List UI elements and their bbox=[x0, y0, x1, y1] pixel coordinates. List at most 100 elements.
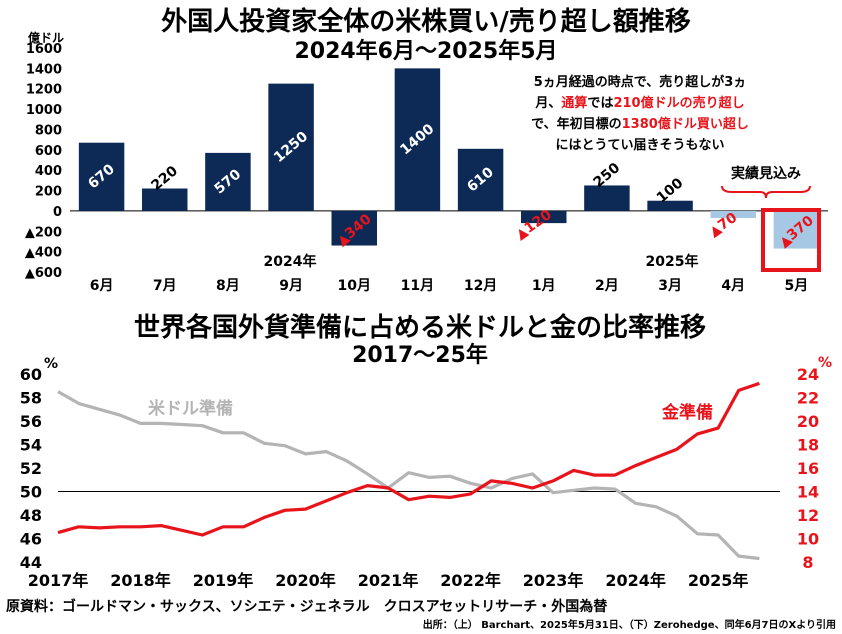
left-ytick: 54 bbox=[20, 436, 42, 455]
top-ytick-label: 0 bbox=[53, 205, 62, 220]
legend-usd: 米ドル準備 bbox=[148, 398, 233, 419]
usd-reserve-line bbox=[57, 390, 760, 561]
top-chart-title: 外国人投資家全体の米株買い/売り超し額推移 bbox=[161, 6, 691, 37]
top-ytick-label: 800 bbox=[35, 123, 62, 138]
annotation-line-4: にはとうてい届きそうもない bbox=[555, 138, 724, 153]
top-ytick-label: ▲400 bbox=[25, 246, 62, 261]
top-ytick-label: 200 bbox=[35, 185, 62, 200]
left-ytick: 60 bbox=[20, 365, 42, 384]
top-ytick-label: 1600 bbox=[26, 42, 62, 57]
right-ytick: 16 bbox=[797, 459, 819, 478]
right-ytick: 18 bbox=[797, 436, 819, 455]
category-label-4: 9月 bbox=[279, 278, 303, 294]
bar-8 bbox=[521, 210, 567, 224]
top-ytick-label: ▲200 bbox=[25, 225, 62, 240]
right-ytick: 22 bbox=[797, 389, 819, 408]
right-axis-unit: % bbox=[818, 355, 832, 371]
category-label-3: 8月 bbox=[216, 278, 240, 294]
bar-12 bbox=[773, 210, 820, 249]
category-label-1: 6月 bbox=[90, 278, 114, 294]
x-label: 2024年 bbox=[605, 571, 666, 590]
top-ytick-label: 1400 bbox=[26, 62, 62, 77]
annotation-line-2: 月、通算では210億ドルの売り超し bbox=[534, 95, 744, 111]
left-ytick: 50 bbox=[20, 483, 42, 502]
annotation-line-1: 5ヵ月経過の時点で、売り超しが3ヵ bbox=[534, 74, 747, 90]
x-label: 2023年 bbox=[523, 571, 584, 590]
top-bar-chart: 外国人投資家全体の米株買い/売り超し額推移 2024年6月～2025年5月 億ド… bbox=[25, 6, 828, 294]
top-ytick-label: 600 bbox=[35, 144, 62, 159]
category-label-7: 12月 bbox=[464, 278, 497, 294]
annotation-line-2a: 月、 bbox=[534, 96, 561, 111]
left-y-ticks: 60 58 56 54 52 50 48 46 44 bbox=[20, 365, 42, 572]
left-ytick: 58 bbox=[20, 389, 42, 408]
top-y-ticks: 1600 1400 1200 1000 800 600 400 200 0 ▲200 ▲400 ▲60… bbox=[25, 42, 828, 281]
category-label-5: 10月 bbox=[338, 278, 371, 294]
bar-5 bbox=[331, 210, 377, 246]
x-label: 2021年 bbox=[358, 571, 419, 590]
x-label: 2017年 bbox=[28, 571, 89, 590]
category-label-8: 1月 bbox=[532, 278, 556, 294]
top-chart-unit: 億ドル bbox=[28, 30, 64, 45]
annotation-line-3a: で、年初目標の bbox=[531, 116, 621, 132]
left-ytick: 52 bbox=[20, 459, 42, 478]
estimate-brace bbox=[721, 185, 811, 199]
series-lines bbox=[57, 381, 760, 561]
right-y-ticks: 24 22 20 18 16 14 12 10 8 bbox=[797, 365, 819, 572]
right-ytick: 20 bbox=[797, 412, 819, 431]
left-ytick: 46 bbox=[20, 530, 42, 549]
right-ytick: 8 bbox=[802, 553, 813, 572]
year-label-2024: 2024年 bbox=[264, 253, 317, 270]
category-label-6: 11月 bbox=[401, 278, 434, 294]
bar-10 bbox=[647, 200, 693, 211]
x-label: 2025年 bbox=[688, 571, 749, 590]
top-category-labels: 6月 7月 8月 9月 10月 11月 12月 1月 2月 3月 4月 5月 bbox=[90, 278, 809, 294]
top-chart-subtitle: 2024年6月～2025年5月 bbox=[294, 38, 557, 64]
top-ytick-label: 1200 bbox=[26, 83, 62, 98]
category-label-12: 5月 bbox=[785, 278, 809, 294]
source-note: 原資料：ゴールドマン・サックス、ソシエテ・ジェネラル クロスアセットリサーチ・外… bbox=[6, 598, 608, 615]
x-label: 2022年 bbox=[440, 571, 501, 590]
x-label: 2019年 bbox=[193, 571, 254, 590]
right-ytick: 12 bbox=[797, 506, 819, 525]
annotation-line-2c: では bbox=[587, 96, 613, 111]
bar-2 bbox=[142, 188, 188, 211]
bottom-chart-subtitle: 2017～25年 bbox=[352, 342, 488, 368]
bar-11 bbox=[710, 210, 756, 219]
right-ytick: 24 bbox=[797, 365, 819, 384]
legend-gold: 金準備 bbox=[661, 402, 713, 423]
annotation-text: 5ヵ月経過の時点で、売り超しが3ヵ 月、通算では210億ドルの売り超し で、年初… bbox=[531, 74, 749, 153]
bottom-chart-title: 世界各国外貨準備に占める米ドルと金の比率推移 bbox=[134, 312, 706, 343]
annotation-line-3b: 1380億ドル買い超し bbox=[622, 116, 749, 132]
left-ytick: 44 bbox=[20, 553, 42, 572]
bar-1 bbox=[78, 142, 125, 211]
estimate-label: 実績見込み bbox=[731, 165, 801, 182]
bar-6 bbox=[394, 68, 441, 211]
annotation-line-2b: 通算 bbox=[561, 95, 587, 111]
bar-3 bbox=[205, 152, 251, 211]
x-label: 2018年 bbox=[110, 571, 171, 590]
top-ytick-label: 400 bbox=[35, 164, 62, 179]
credit-note: 出所：（上） Barchart、2025年5月31日、（下）Zerohedge、… bbox=[423, 618, 836, 631]
right-ytick: 14 bbox=[797, 483, 819, 502]
category-label-9: 2月 bbox=[595, 278, 619, 294]
left-ytick: 56 bbox=[20, 412, 42, 431]
category-label-2: 7月 bbox=[153, 278, 177, 294]
top-ytick-label: 1000 bbox=[26, 103, 62, 118]
bar-4 bbox=[268, 83, 314, 211]
left-ytick: 48 bbox=[20, 506, 42, 525]
bar-9 bbox=[584, 185, 630, 211]
x-axis-labels: 2017年 2018年 2019年 2020年 2021年 2022年 2023年 2024年… bbox=[28, 571, 749, 590]
x-label: 2020年 bbox=[275, 571, 336, 590]
bar-7 bbox=[457, 148, 504, 211]
bottom-line-chart: 世界各国外貨準備に占める米ドルと金の比率推移 2017～25年 % % 60 58… bbox=[20, 312, 832, 590]
estimate-highlight-box bbox=[761, 208, 821, 272]
annotation-line-2d: 210億ドルの売り超し bbox=[613, 95, 744, 111]
annotation-line-3: で、年初目標の1380億ドル買い超し bbox=[531, 116, 749, 132]
left-axis-unit: % bbox=[44, 356, 58, 372]
year-label-2025: 2025年 bbox=[646, 253, 699, 270]
right-ytick: 10 bbox=[797, 530, 819, 549]
category-label-11: 4月 bbox=[721, 278, 745, 294]
gold-reserve-line bbox=[57, 381, 760, 537]
